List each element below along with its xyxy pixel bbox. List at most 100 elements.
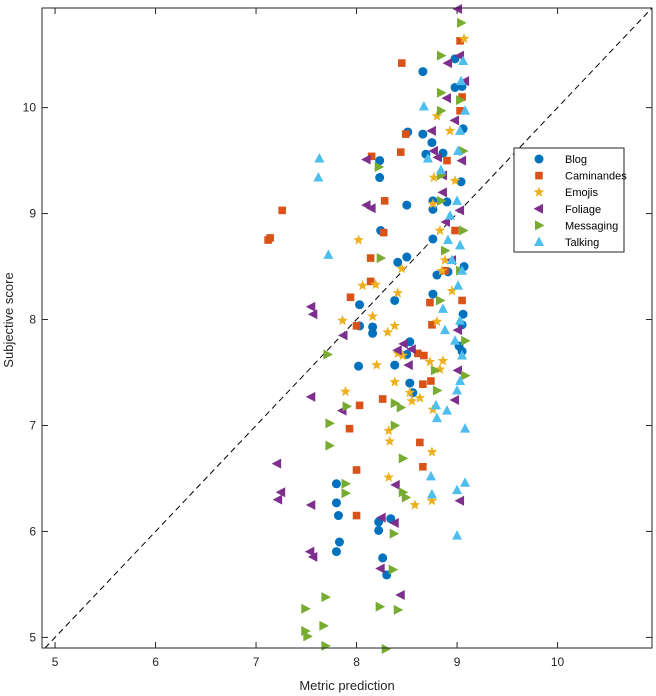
point-messaging xyxy=(436,50,447,61)
legend: Blog Caminandes Emojis Foliage Messaging Talk… xyxy=(513,147,627,253)
point-blog xyxy=(450,82,460,92)
point-foliage xyxy=(392,345,402,356)
point-emojis xyxy=(396,263,408,274)
point-caminandes xyxy=(380,197,389,205)
point-messaging xyxy=(393,604,404,615)
point-blog xyxy=(432,270,442,280)
legend-marker-circle-icon xyxy=(534,154,544,164)
point-talking xyxy=(418,101,429,111)
point-messaging xyxy=(457,17,467,28)
point-emojis xyxy=(383,471,395,482)
series-blog xyxy=(331,54,469,580)
point-talking xyxy=(445,210,456,220)
legend-box xyxy=(513,147,625,253)
legend-marker-square-icon xyxy=(535,171,543,180)
point-caminandes xyxy=(352,322,361,330)
point-foliage xyxy=(376,512,386,523)
point-foliage xyxy=(406,344,416,355)
point-talking xyxy=(455,375,466,385)
point-messaging xyxy=(325,440,335,451)
point-messaging xyxy=(390,420,401,431)
point-emojis xyxy=(406,395,418,406)
point-emojis xyxy=(383,425,395,436)
plot-area xyxy=(42,8,652,648)
point-emojis xyxy=(414,392,426,403)
point-messaging xyxy=(303,631,313,642)
point-caminandes xyxy=(397,59,406,67)
point-talking xyxy=(460,105,471,115)
point-caminandes xyxy=(345,424,354,433)
point-talking xyxy=(456,75,467,86)
point-talking xyxy=(452,484,463,495)
point-talking xyxy=(447,254,458,265)
y-axis-label: Subjective score xyxy=(1,272,16,367)
point-talking xyxy=(452,195,463,205)
point-foliage xyxy=(449,115,460,126)
point-foliage xyxy=(437,187,447,198)
point-caminandes xyxy=(352,511,361,520)
point-messaging xyxy=(436,87,447,98)
point-talking xyxy=(460,477,471,487)
point-foliage xyxy=(361,154,371,165)
point-talking xyxy=(426,488,437,499)
point-foliage xyxy=(271,458,282,469)
point-blog xyxy=(368,322,378,332)
point-blog xyxy=(402,252,412,262)
point-messaging xyxy=(341,478,351,489)
point-emojis xyxy=(444,125,456,136)
point-foliage xyxy=(441,93,451,104)
point-foliage xyxy=(390,479,400,490)
point-emojis xyxy=(389,320,401,331)
point-talking xyxy=(455,125,466,135)
legend-label: Caminandes xyxy=(565,171,627,183)
point-caminandes xyxy=(352,466,361,474)
point-talking xyxy=(425,470,436,481)
point-emojis xyxy=(404,387,416,398)
y-tick-label: 9 xyxy=(29,207,36,221)
point-messaging xyxy=(388,564,399,575)
point-messaging xyxy=(398,487,409,498)
point-messaging xyxy=(456,95,466,106)
data-points xyxy=(264,4,471,655)
legend-label: Messaging xyxy=(565,220,618,232)
point-foliage xyxy=(275,487,286,498)
y-tick-label: 7 xyxy=(29,418,36,432)
y-tick-label: 6 xyxy=(29,524,36,538)
point-blog xyxy=(393,257,403,267)
point-blog xyxy=(386,514,396,524)
point-talking xyxy=(450,335,461,345)
x-axis-label: Metric prediction xyxy=(299,678,394,693)
point-caminandes xyxy=(456,37,464,45)
point-caminandes xyxy=(427,377,435,385)
point-caminandes xyxy=(426,298,434,307)
point-talking xyxy=(323,249,334,259)
point-foliage xyxy=(305,499,316,510)
point-caminandes xyxy=(367,152,376,161)
point-talking xyxy=(442,234,453,245)
point-caminandes xyxy=(355,401,364,410)
point-emojis xyxy=(397,349,409,361)
point-talking xyxy=(460,423,471,433)
point-talking xyxy=(453,145,464,156)
point-emojis xyxy=(384,435,396,446)
point-messaging xyxy=(398,453,409,464)
point-blog xyxy=(442,197,452,207)
point-foliage xyxy=(442,58,452,69)
point-messaging xyxy=(401,492,412,503)
point-blog xyxy=(375,173,385,183)
point-emojis xyxy=(426,446,438,457)
point-messaging xyxy=(323,349,333,360)
point-caminandes xyxy=(458,296,466,305)
legend-item-blog: Blog xyxy=(534,154,587,166)
point-foliage xyxy=(395,590,405,601)
point-messaging xyxy=(341,488,351,499)
point-messaging xyxy=(301,603,311,614)
point-emojis xyxy=(353,234,364,245)
point-foliage xyxy=(459,76,470,87)
point-caminandes xyxy=(396,148,405,156)
point-emojis xyxy=(428,171,440,183)
point-blog xyxy=(418,129,428,139)
point-foliage xyxy=(452,365,463,376)
point-foliage xyxy=(337,330,348,341)
